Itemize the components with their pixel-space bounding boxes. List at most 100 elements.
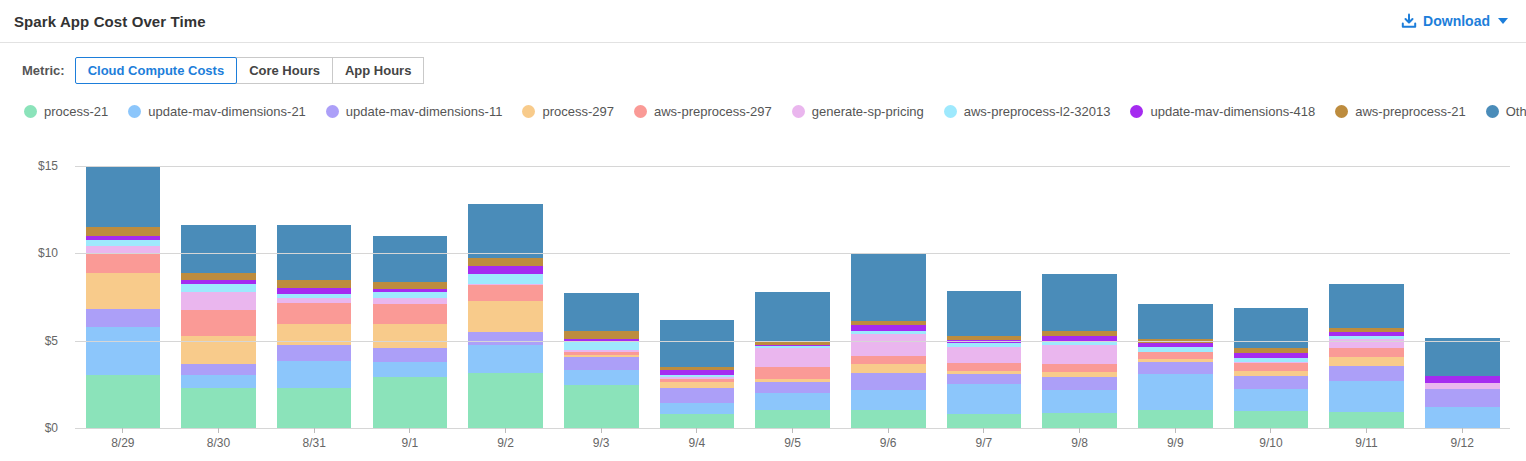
bar-segment-update-mav-dimensions-11 bbox=[373, 348, 448, 363]
gridline bbox=[75, 341, 1510, 342]
bar-segment-update-mav-dimensions-21 bbox=[660, 403, 735, 414]
bar-cell-9-6 bbox=[840, 166, 936, 428]
x-tick-label: 8/30 bbox=[207, 436, 230, 450]
bar-segment-process-21 bbox=[1042, 413, 1117, 428]
bar-segment-process-21 bbox=[1234, 411, 1309, 428]
legend-item-update-mav-dimensions-21[interactable]: update-mav-dimensions-21 bbox=[128, 104, 306, 119]
x-tick bbox=[1462, 428, 1463, 433]
x-tick bbox=[1366, 428, 1367, 433]
bar-cell-9-2 bbox=[458, 166, 554, 428]
bar-segment-process-297 bbox=[373, 324, 448, 347]
stacked-bar-9-7 bbox=[947, 291, 1022, 428]
x-tick-label: 8/31 bbox=[303, 436, 326, 450]
y-tick-label: $10 bbox=[0, 246, 58, 260]
legend-label: process-297 bbox=[542, 104, 614, 119]
bar-cell-9-11 bbox=[1319, 166, 1415, 428]
bar-segment-process-21 bbox=[947, 414, 1022, 428]
bar-segment-process-21 bbox=[468, 373, 543, 428]
x-tick-label: 9/9 bbox=[1167, 436, 1184, 450]
x-tick bbox=[1270, 428, 1271, 433]
x-tick bbox=[1175, 428, 1176, 433]
legend-item-process-297[interactable]: process-297 bbox=[522, 104, 614, 119]
bar-segment-aws-preprocess-297 bbox=[1329, 348, 1404, 358]
stacked-bar-9-11 bbox=[1329, 284, 1404, 428]
bar-segment-process-21 bbox=[277, 388, 352, 428]
metric-option-core-hours[interactable]: Core Hours bbox=[236, 57, 333, 84]
stacked-bar-8-31 bbox=[277, 225, 352, 428]
bar-segment-update-mav-dimensions-11 bbox=[1234, 376, 1309, 389]
bar-segment-aws-preprocess-297 bbox=[851, 356, 926, 364]
x-cell: 9/11 bbox=[1319, 428, 1415, 458]
x-cell: 9/8 bbox=[1032, 428, 1128, 458]
legend-label: generate-sp-pricing bbox=[812, 104, 924, 119]
bar-segment-update-mav-dimensions-21 bbox=[181, 375, 256, 389]
download-button[interactable]: Download bbox=[1401, 13, 1508, 29]
bar-segment-update-mav-dimensions-418 bbox=[468, 266, 543, 274]
bar-segment-process-297 bbox=[1329, 357, 1404, 365]
x-cell: 8/31 bbox=[266, 428, 362, 458]
bar-segment-update-mav-dimensions-21 bbox=[755, 393, 830, 410]
chart-header: Spark App Cost Over Time Download bbox=[0, 0, 1526, 43]
bar-segment-other bbox=[468, 204, 543, 257]
bar-segment-process-21 bbox=[373, 377, 448, 428]
bar-segment-update-mav-dimensions-21 bbox=[1234, 389, 1309, 411]
legend-label: update-mav-dimensions-418 bbox=[1150, 104, 1315, 119]
bar-segment-aws-preprocess-l2-32013 bbox=[468, 274, 543, 284]
x-tick bbox=[792, 428, 793, 433]
legend-label: update-mav-dimensions-21 bbox=[148, 104, 306, 119]
bar-segment-update-mav-dimensions-11 bbox=[947, 374, 1022, 384]
legend-dot bbox=[792, 105, 805, 118]
bar-segment-other bbox=[373, 236, 448, 282]
bar-segment-aws-preprocess-297 bbox=[755, 367, 830, 379]
legend-item-update-mav-dimensions-11[interactable]: update-mav-dimensions-11 bbox=[326, 104, 503, 119]
x-cell: 9/5 bbox=[745, 428, 841, 458]
legend-dot bbox=[634, 105, 647, 118]
x-tick-label: 8/29 bbox=[111, 436, 134, 450]
x-cell: 9/2 bbox=[458, 428, 554, 458]
legend-label: Other bbox=[1506, 104, 1526, 119]
gridline bbox=[75, 166, 1510, 167]
metric-button-group: Cloud Compute CostsCore HoursApp Hours bbox=[75, 57, 425, 84]
legend-item-aws-preprocess-297[interactable]: aws-preprocess-297 bbox=[634, 104, 772, 119]
legend-item-aws-preprocess-21[interactable]: aws-preprocess-21 bbox=[1335, 104, 1466, 119]
x-cell: 8/29 bbox=[75, 428, 171, 458]
bar-cell-9-7 bbox=[936, 166, 1032, 428]
x-cell: 9/3 bbox=[553, 428, 649, 458]
bar-cell-9-4 bbox=[649, 166, 745, 428]
metric-option-cloud-compute-costs[interactable]: Cloud Compute Costs bbox=[75, 57, 238, 84]
legend-item-generate-sp-pricing[interactable]: generate-sp-pricing bbox=[792, 104, 924, 119]
x-cell: 9/12 bbox=[1414, 428, 1510, 458]
legend-item-process-21[interactable]: process-21 bbox=[24, 104, 108, 119]
stacked-bar-9-5 bbox=[755, 292, 830, 428]
x-tick-label: 9/2 bbox=[497, 436, 514, 450]
bar-segment-update-mav-dimensions-21 bbox=[947, 384, 1022, 414]
bar-segment-generate-sp-pricing bbox=[1042, 345, 1117, 364]
x-cell: 9/4 bbox=[649, 428, 745, 458]
bar-segment-process-21 bbox=[755, 410, 830, 428]
x-tick-label: 9/3 bbox=[593, 436, 610, 450]
bar-segment-update-mav-dimensions-11 bbox=[851, 373, 926, 390]
bar-segment-aws-preprocess-21 bbox=[468, 258, 543, 266]
legend-dot bbox=[1486, 105, 1499, 118]
bar-segment-aws-preprocess-297 bbox=[373, 304, 448, 325]
bar-segment-update-mav-dimensions-11 bbox=[468, 332, 543, 345]
x-cell: 8/30 bbox=[171, 428, 267, 458]
bar-segment-update-mav-dimensions-21 bbox=[851, 390, 926, 410]
bar-segment-aws-preprocess-297 bbox=[277, 303, 352, 325]
legend-item-update-mav-dimensions-418[interactable]: update-mav-dimensions-418 bbox=[1130, 104, 1315, 119]
legend-item-other[interactable]: Other bbox=[1486, 104, 1526, 119]
x-cell: 9/10 bbox=[1223, 428, 1319, 458]
legend-item-aws-preprocess-l2-32013[interactable]: aws-preprocess-l2-32013 bbox=[944, 104, 1111, 119]
bar-segment-other bbox=[851, 253, 926, 321]
bar-segment-process-21 bbox=[1329, 412, 1404, 428]
bar-segment-other bbox=[1042, 274, 1117, 332]
bar-segment-generate-sp-pricing bbox=[851, 334, 926, 355]
legend-dot bbox=[24, 105, 37, 118]
metric-option-app-hours[interactable]: App Hours bbox=[332, 57, 424, 84]
bar-segment-other bbox=[1234, 308, 1309, 349]
bar-segment-aws-preprocess-297 bbox=[468, 285, 543, 301]
legend-dot bbox=[326, 105, 339, 118]
x-tick bbox=[314, 428, 315, 433]
plot-area bbox=[75, 166, 1510, 428]
legend-label: aws-preprocess-l2-32013 bbox=[964, 104, 1111, 119]
